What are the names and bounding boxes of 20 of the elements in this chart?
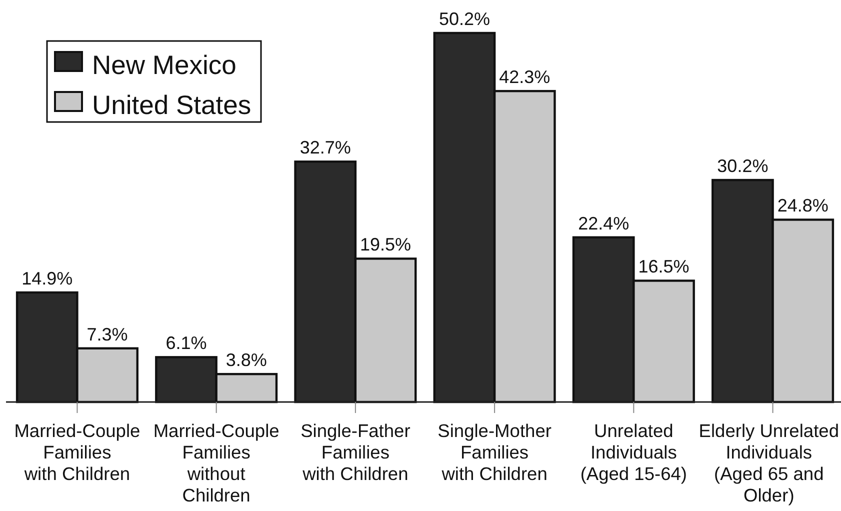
data-label: 30.2% — [717, 156, 768, 176]
data-label: 50.2% — [438, 9, 490, 29]
data-label: 32.7% — [300, 138, 351, 158]
data-label: 14.9% — [22, 268, 73, 288]
legend-label: United States — [92, 90, 252, 120]
data-label: 24.8% — [777, 196, 828, 216]
x-tick-label: Married-Couple Families without Children — [153, 420, 280, 506]
data-label: 22.4% — [578, 213, 630, 234]
x-tick-label: Single-Mother Families with Children — [438, 420, 552, 484]
x-tick-label: Elderly Unrelated Individuals (Aged 65 and Older) — [698, 420, 840, 506]
data-label: 19.5% — [360, 234, 412, 255]
x-tick-label: Single-Father Families with Children — [300, 420, 410, 484]
data-label: 42.3% — [499, 67, 550, 88]
data-label: 3.8% — [226, 350, 267, 370]
data-label: 6.1% — [166, 333, 207, 354]
legend-label: New Mexico — [92, 50, 236, 80]
x-tick-label: Married-Couple Families with Children — [14, 420, 140, 484]
data-label: 7.3% — [86, 324, 128, 344]
data-label: 16.5% — [638, 256, 690, 277]
x-tick-label: Unrelated Individuals (Aged 15-64) — [580, 420, 688, 484]
